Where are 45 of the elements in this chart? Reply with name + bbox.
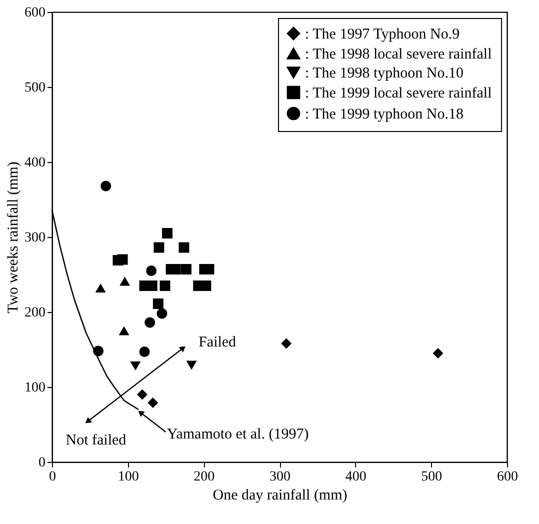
y-tick-label: 500: [24, 80, 46, 96]
legend-label: : The 1998 local severe rainfall: [305, 46, 492, 62]
point: [160, 280, 170, 291]
x-tick-label: 300: [270, 470, 290, 484]
y-tick-label: 400: [24, 156, 46, 170]
point: [120, 276, 130, 286]
annotation: Not failed: [66, 432, 127, 448]
point: [117, 254, 128, 265]
point: [118, 326, 130, 336]
point: [130, 361, 141, 371]
point: [162, 228, 173, 238]
legend-label: : The 1998 typhoon No.10: [305, 66, 464, 82]
point: [432, 348, 444, 358]
point: [152, 298, 164, 309]
legend-label: : The 1999 typhoon No.18: [305, 106, 464, 122]
point: [154, 242, 164, 253]
point: [186, 360, 197, 370]
y-axis-title: Two weeks rainfall (mm): [6, 162, 22, 314]
point: [146, 266, 157, 276]
y-tick-label: 300: [24, 230, 46, 246]
point: [180, 264, 192, 274]
y-tick-label: 100: [24, 380, 46, 396]
y-tick-label: 200: [24, 306, 46, 320]
annotation: Failed: [198, 334, 237, 350]
x-tick-label: 500: [421, 470, 442, 484]
point: [100, 180, 112, 192]
point: [148, 398, 158, 408]
y-tick-label: 600: [24, 6, 46, 20]
annotation: Yamamoto et al. (1997): [166, 426, 309, 442]
x-tick-label: 600: [497, 470, 518, 484]
point: [144, 317, 156, 328]
legend-label: : The 1999 local severe rainfall: [305, 86, 492, 102]
x-tick-label: 100: [118, 470, 139, 484]
point: [137, 389, 148, 400]
point: [178, 242, 190, 253]
point: [139, 346, 150, 357]
point: [95, 283, 106, 293]
legend-label: : The 1997 Typhoon No.9: [305, 26, 460, 42]
x-axis-title: One day rainfall (mm): [212, 488, 348, 504]
point: [156, 308, 168, 319]
x-tick-label: 200: [194, 470, 215, 484]
y-tick-label: 0: [38, 456, 46, 470]
x-tick-label: 0: [49, 470, 56, 484]
point: [281, 338, 292, 349]
x-tick-label: 400: [345, 470, 366, 484]
